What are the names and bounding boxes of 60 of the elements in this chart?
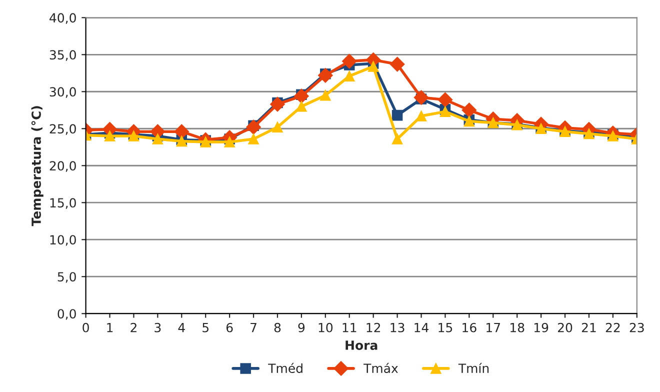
x-tick-label: 2 <box>130 322 136 332</box>
y-tick-label: 25,0 <box>50 124 76 135</box>
point <box>342 54 357 69</box>
point <box>344 70 355 82</box>
x-tick-label: 10 <box>318 322 333 332</box>
point <box>270 96 285 112</box>
point <box>320 90 331 101</box>
point <box>416 110 427 122</box>
y-tick-label: 20,0 <box>50 161 76 172</box>
x-tick-label: 9 <box>298 322 305 332</box>
point <box>392 110 403 121</box>
legend-label: Tmáx <box>363 362 398 373</box>
point <box>296 101 307 112</box>
x-tick-label: 5 <box>202 323 208 332</box>
x-tick-label: 8 <box>274 322 281 332</box>
x-tick-label: 22 <box>606 322 620 332</box>
point <box>104 130 116 142</box>
x-tick-label: 17 <box>486 323 500 332</box>
y-tick-label: 10,0 <box>50 235 76 246</box>
x-tick-label: 20 <box>558 322 572 332</box>
x-axis-title: Hora <box>346 340 378 350</box>
point <box>224 136 235 148</box>
x-tick-label: 15 <box>438 323 452 332</box>
point <box>390 56 405 72</box>
point <box>248 134 259 144</box>
y-tick-label: 35,0 <box>50 50 76 61</box>
point <box>152 134 164 144</box>
point <box>438 92 453 108</box>
point <box>294 88 309 104</box>
x-tick-label: 1 <box>107 323 113 332</box>
x-tick-label: 14 <box>414 323 429 332</box>
y-tick-label: 30,0 <box>50 87 76 98</box>
x-tick-label: 18 <box>510 322 524 332</box>
point <box>462 102 477 118</box>
x-tick-label: 19 <box>534 322 548 332</box>
point <box>392 134 403 144</box>
x-tick-label: 13 <box>390 322 404 332</box>
x-tick-label: 23 <box>630 322 644 332</box>
y-tick-label: 5,0 <box>58 272 76 283</box>
x-tick-label: 7 <box>250 323 256 332</box>
point <box>272 122 283 133</box>
x-tick-label: 16 <box>462 322 476 332</box>
y-axis-title: Temperatura (°C) <box>31 106 44 226</box>
legend-label: Tméd <box>268 362 302 373</box>
point <box>246 120 261 135</box>
point <box>318 68 333 83</box>
x-tick-label: 4 <box>178 323 185 332</box>
x-tick-label: 0 <box>82 322 89 332</box>
point <box>368 61 379 72</box>
legend-label: Tmín <box>458 362 489 373</box>
x-tick-label: 11 <box>342 323 356 332</box>
y-tick-label: 15,0 <box>50 198 76 209</box>
y-tick-label: 0,0 <box>58 309 76 320</box>
x-tick-label: 3 <box>154 322 161 332</box>
y-tick-label: 40,0 <box>50 13 76 24</box>
point <box>174 124 190 139</box>
point <box>414 90 429 105</box>
x-tick-label: 6 <box>226 322 233 332</box>
x-tick-label: 12 <box>366 322 380 332</box>
x-tick-label: 21 <box>582 322 596 332</box>
